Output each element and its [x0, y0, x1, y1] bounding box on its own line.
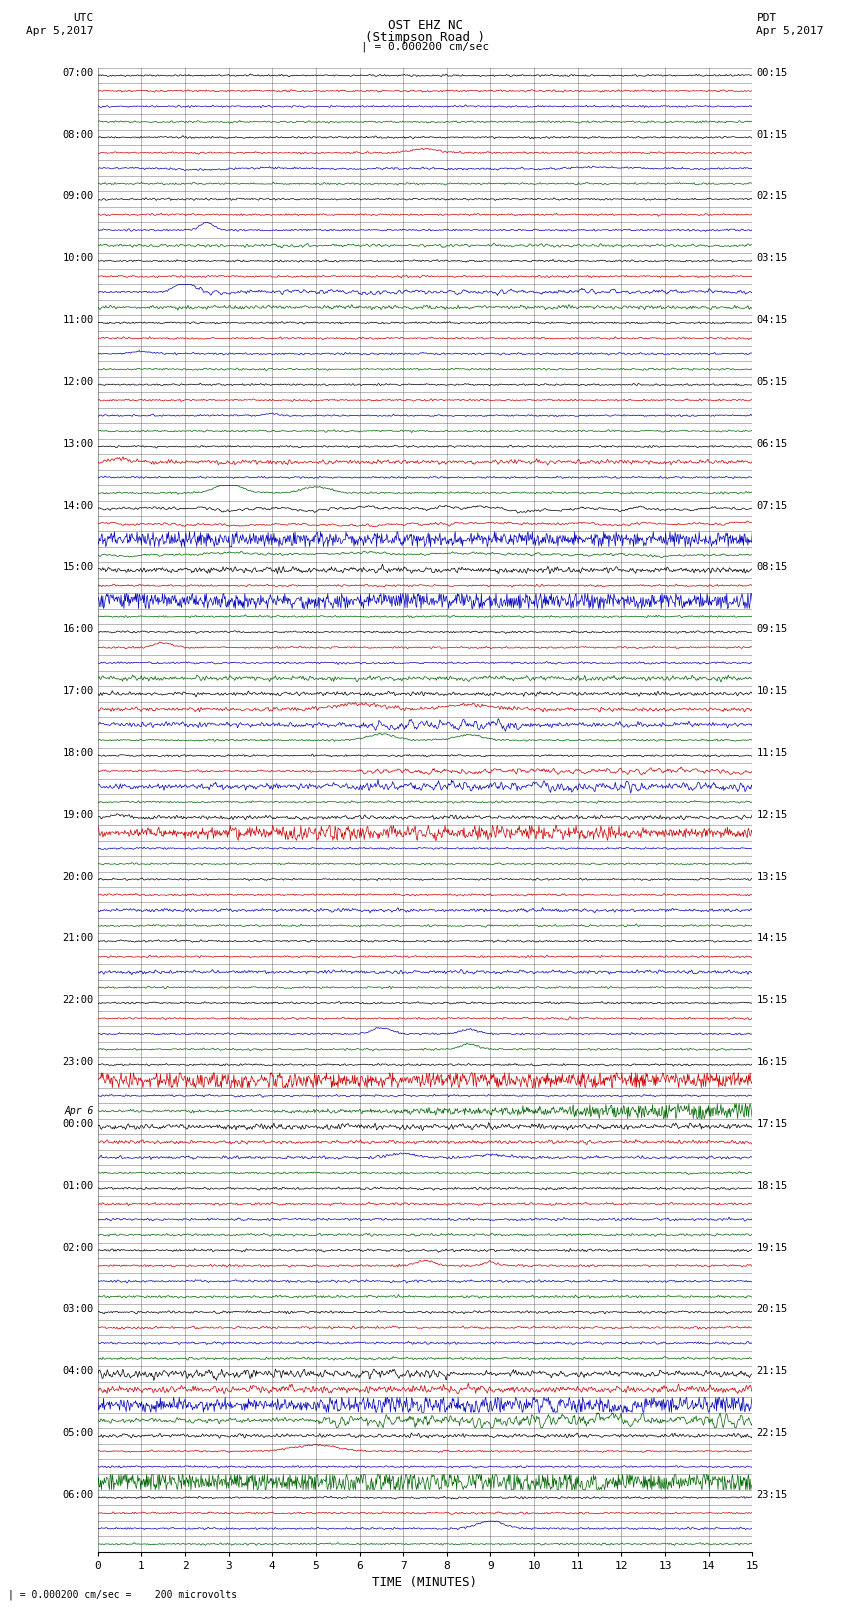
Text: 19:00: 19:00	[62, 810, 94, 819]
Text: 10:00: 10:00	[62, 253, 94, 263]
Text: 13:15: 13:15	[756, 871, 788, 882]
Text: 05:15: 05:15	[756, 377, 788, 387]
Text: 22:15: 22:15	[756, 1428, 788, 1439]
Text: 12:15: 12:15	[756, 810, 788, 819]
Text: Apr 5,2017: Apr 5,2017	[756, 26, 824, 35]
Text: 09:15: 09:15	[756, 624, 788, 634]
X-axis label: TIME (MINUTES): TIME (MINUTES)	[372, 1576, 478, 1589]
Text: 13:00: 13:00	[62, 439, 94, 448]
Text: 18:00: 18:00	[62, 748, 94, 758]
Text: 06:00: 06:00	[62, 1490, 94, 1500]
Text: 02:15: 02:15	[756, 192, 788, 202]
Text: 17:00: 17:00	[62, 686, 94, 697]
Text: 18:15: 18:15	[756, 1181, 788, 1190]
Text: 06:15: 06:15	[756, 439, 788, 448]
Text: | = 0.000200 cm/sec: | = 0.000200 cm/sec	[361, 42, 489, 53]
Text: 17:15: 17:15	[756, 1119, 788, 1129]
Text: 22:00: 22:00	[62, 995, 94, 1005]
Text: OST EHZ NC: OST EHZ NC	[388, 19, 462, 32]
Text: 14:00: 14:00	[62, 500, 94, 511]
Text: 11:15: 11:15	[756, 748, 788, 758]
Text: 07:15: 07:15	[756, 500, 788, 511]
Text: 05:00: 05:00	[62, 1428, 94, 1439]
Text: 02:00: 02:00	[62, 1242, 94, 1253]
Text: 14:15: 14:15	[756, 934, 788, 944]
Text: 00:15: 00:15	[756, 68, 788, 77]
Text: 00:00: 00:00	[62, 1119, 94, 1129]
Text: UTC: UTC	[73, 13, 94, 23]
Text: 16:00: 16:00	[62, 624, 94, 634]
Text: 12:00: 12:00	[62, 377, 94, 387]
Text: 04:15: 04:15	[756, 315, 788, 326]
Text: 15:15: 15:15	[756, 995, 788, 1005]
Text: 20:00: 20:00	[62, 871, 94, 882]
Text: | = 0.000200 cm/sec =    200 microvolts: | = 0.000200 cm/sec = 200 microvolts	[8, 1589, 238, 1600]
Text: 08:15: 08:15	[756, 563, 788, 573]
Text: 10:15: 10:15	[756, 686, 788, 697]
Text: 08:00: 08:00	[62, 129, 94, 140]
Text: Apr 6: Apr 6	[64, 1107, 94, 1116]
Text: 21:00: 21:00	[62, 934, 94, 944]
Text: 01:15: 01:15	[756, 129, 788, 140]
Text: 16:15: 16:15	[756, 1057, 788, 1068]
Text: PDT: PDT	[756, 13, 777, 23]
Text: Apr 5,2017: Apr 5,2017	[26, 26, 94, 35]
Text: 03:00: 03:00	[62, 1305, 94, 1315]
Text: 04:00: 04:00	[62, 1366, 94, 1376]
Text: 11:00: 11:00	[62, 315, 94, 326]
Text: 07:00: 07:00	[62, 68, 94, 77]
Text: 23:00: 23:00	[62, 1057, 94, 1068]
Text: 21:15: 21:15	[756, 1366, 788, 1376]
Text: 19:15: 19:15	[756, 1242, 788, 1253]
Text: 15:00: 15:00	[62, 563, 94, 573]
Text: 03:15: 03:15	[756, 253, 788, 263]
Text: 23:15: 23:15	[756, 1490, 788, 1500]
Text: 01:00: 01:00	[62, 1181, 94, 1190]
Text: (Stimpson Road ): (Stimpson Road )	[365, 31, 485, 44]
Text: 09:00: 09:00	[62, 192, 94, 202]
Text: 20:15: 20:15	[756, 1305, 788, 1315]
